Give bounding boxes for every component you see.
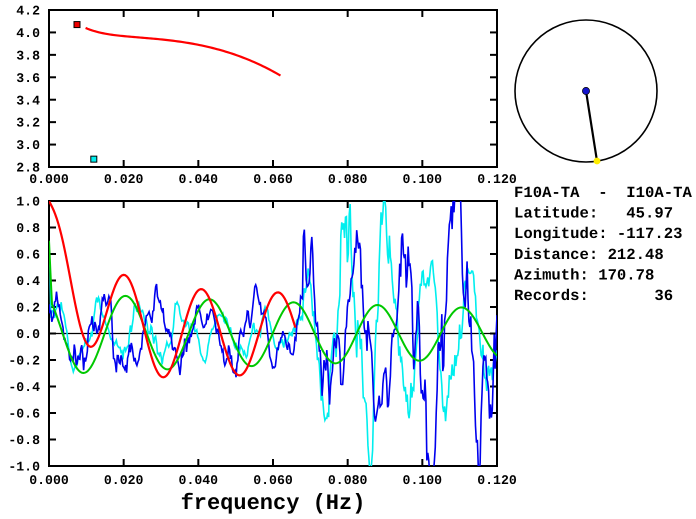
svg-text:Azimuth: 170.78: Azimuth: 170.78 [514, 266, 654, 284]
svg-text:0.6: 0.6 [16, 248, 40, 263]
svg-text:Latitude: 45.97: Latitude: 45.97 [514, 205, 673, 223]
svg-text:0.000: 0.000 [29, 172, 69, 187]
svg-text:0.2: 0.2 [16, 301, 40, 316]
svg-text:-0.8: -0.8 [8, 433, 40, 448]
svg-text:0.100: 0.100 [403, 172, 443, 187]
svg-text:0.080: 0.080 [328, 473, 368, 488]
svg-text:-0.2: -0.2 [8, 354, 40, 369]
svg-text:3.4: 3.4 [16, 93, 40, 108]
svg-text:0.8: 0.8 [16, 221, 40, 236]
svg-text:Records: 36: Records: 36 [514, 287, 673, 305]
svg-text:0.040: 0.040 [179, 473, 219, 488]
svg-text:3.8: 3.8 [16, 48, 40, 63]
svg-text:0.020: 0.020 [104, 172, 144, 187]
svg-text:Distance: 212.48: Distance: 212.48 [514, 246, 664, 264]
svg-text:0.060: 0.060 [253, 172, 293, 187]
svg-text:0.120: 0.120 [477, 473, 517, 488]
svg-text:-1.0: -1.0 [8, 460, 40, 475]
svg-text:0.000: 0.000 [29, 473, 69, 488]
svg-text:-0.4: -0.4 [8, 380, 40, 395]
svg-text:0.020: 0.020 [104, 473, 144, 488]
svg-text:0.060: 0.060 [253, 473, 293, 488]
svg-text:3.2: 3.2 [16, 116, 40, 131]
svg-text:0.040: 0.040 [179, 172, 219, 187]
svg-text:3.6: 3.6 [16, 71, 40, 86]
svg-text:-0.6: -0.6 [8, 407, 40, 422]
svg-text:4.0: 4.0 [16, 26, 40, 41]
svg-text:0.4: 0.4 [16, 274, 40, 289]
svg-text:4.2: 4.2 [16, 4, 40, 19]
svg-text:F10A-TA - I10A-TA: F10A-TA - I10A-TA [514, 184, 692, 202]
svg-text:0.080: 0.080 [328, 172, 368, 187]
svg-text:Longitude: -117.23: Longitude: -117.23 [514, 225, 682, 243]
svg-text:frequency (Hz): frequency (Hz) [181, 491, 366, 516]
svg-text:1.0: 1.0 [16, 195, 40, 210]
svg-text:0.100: 0.100 [403, 473, 443, 488]
svg-text:0.120: 0.120 [477, 172, 517, 187]
svg-text:0.0: 0.0 [16, 327, 40, 342]
svg-text:3.0: 3.0 [16, 138, 40, 153]
